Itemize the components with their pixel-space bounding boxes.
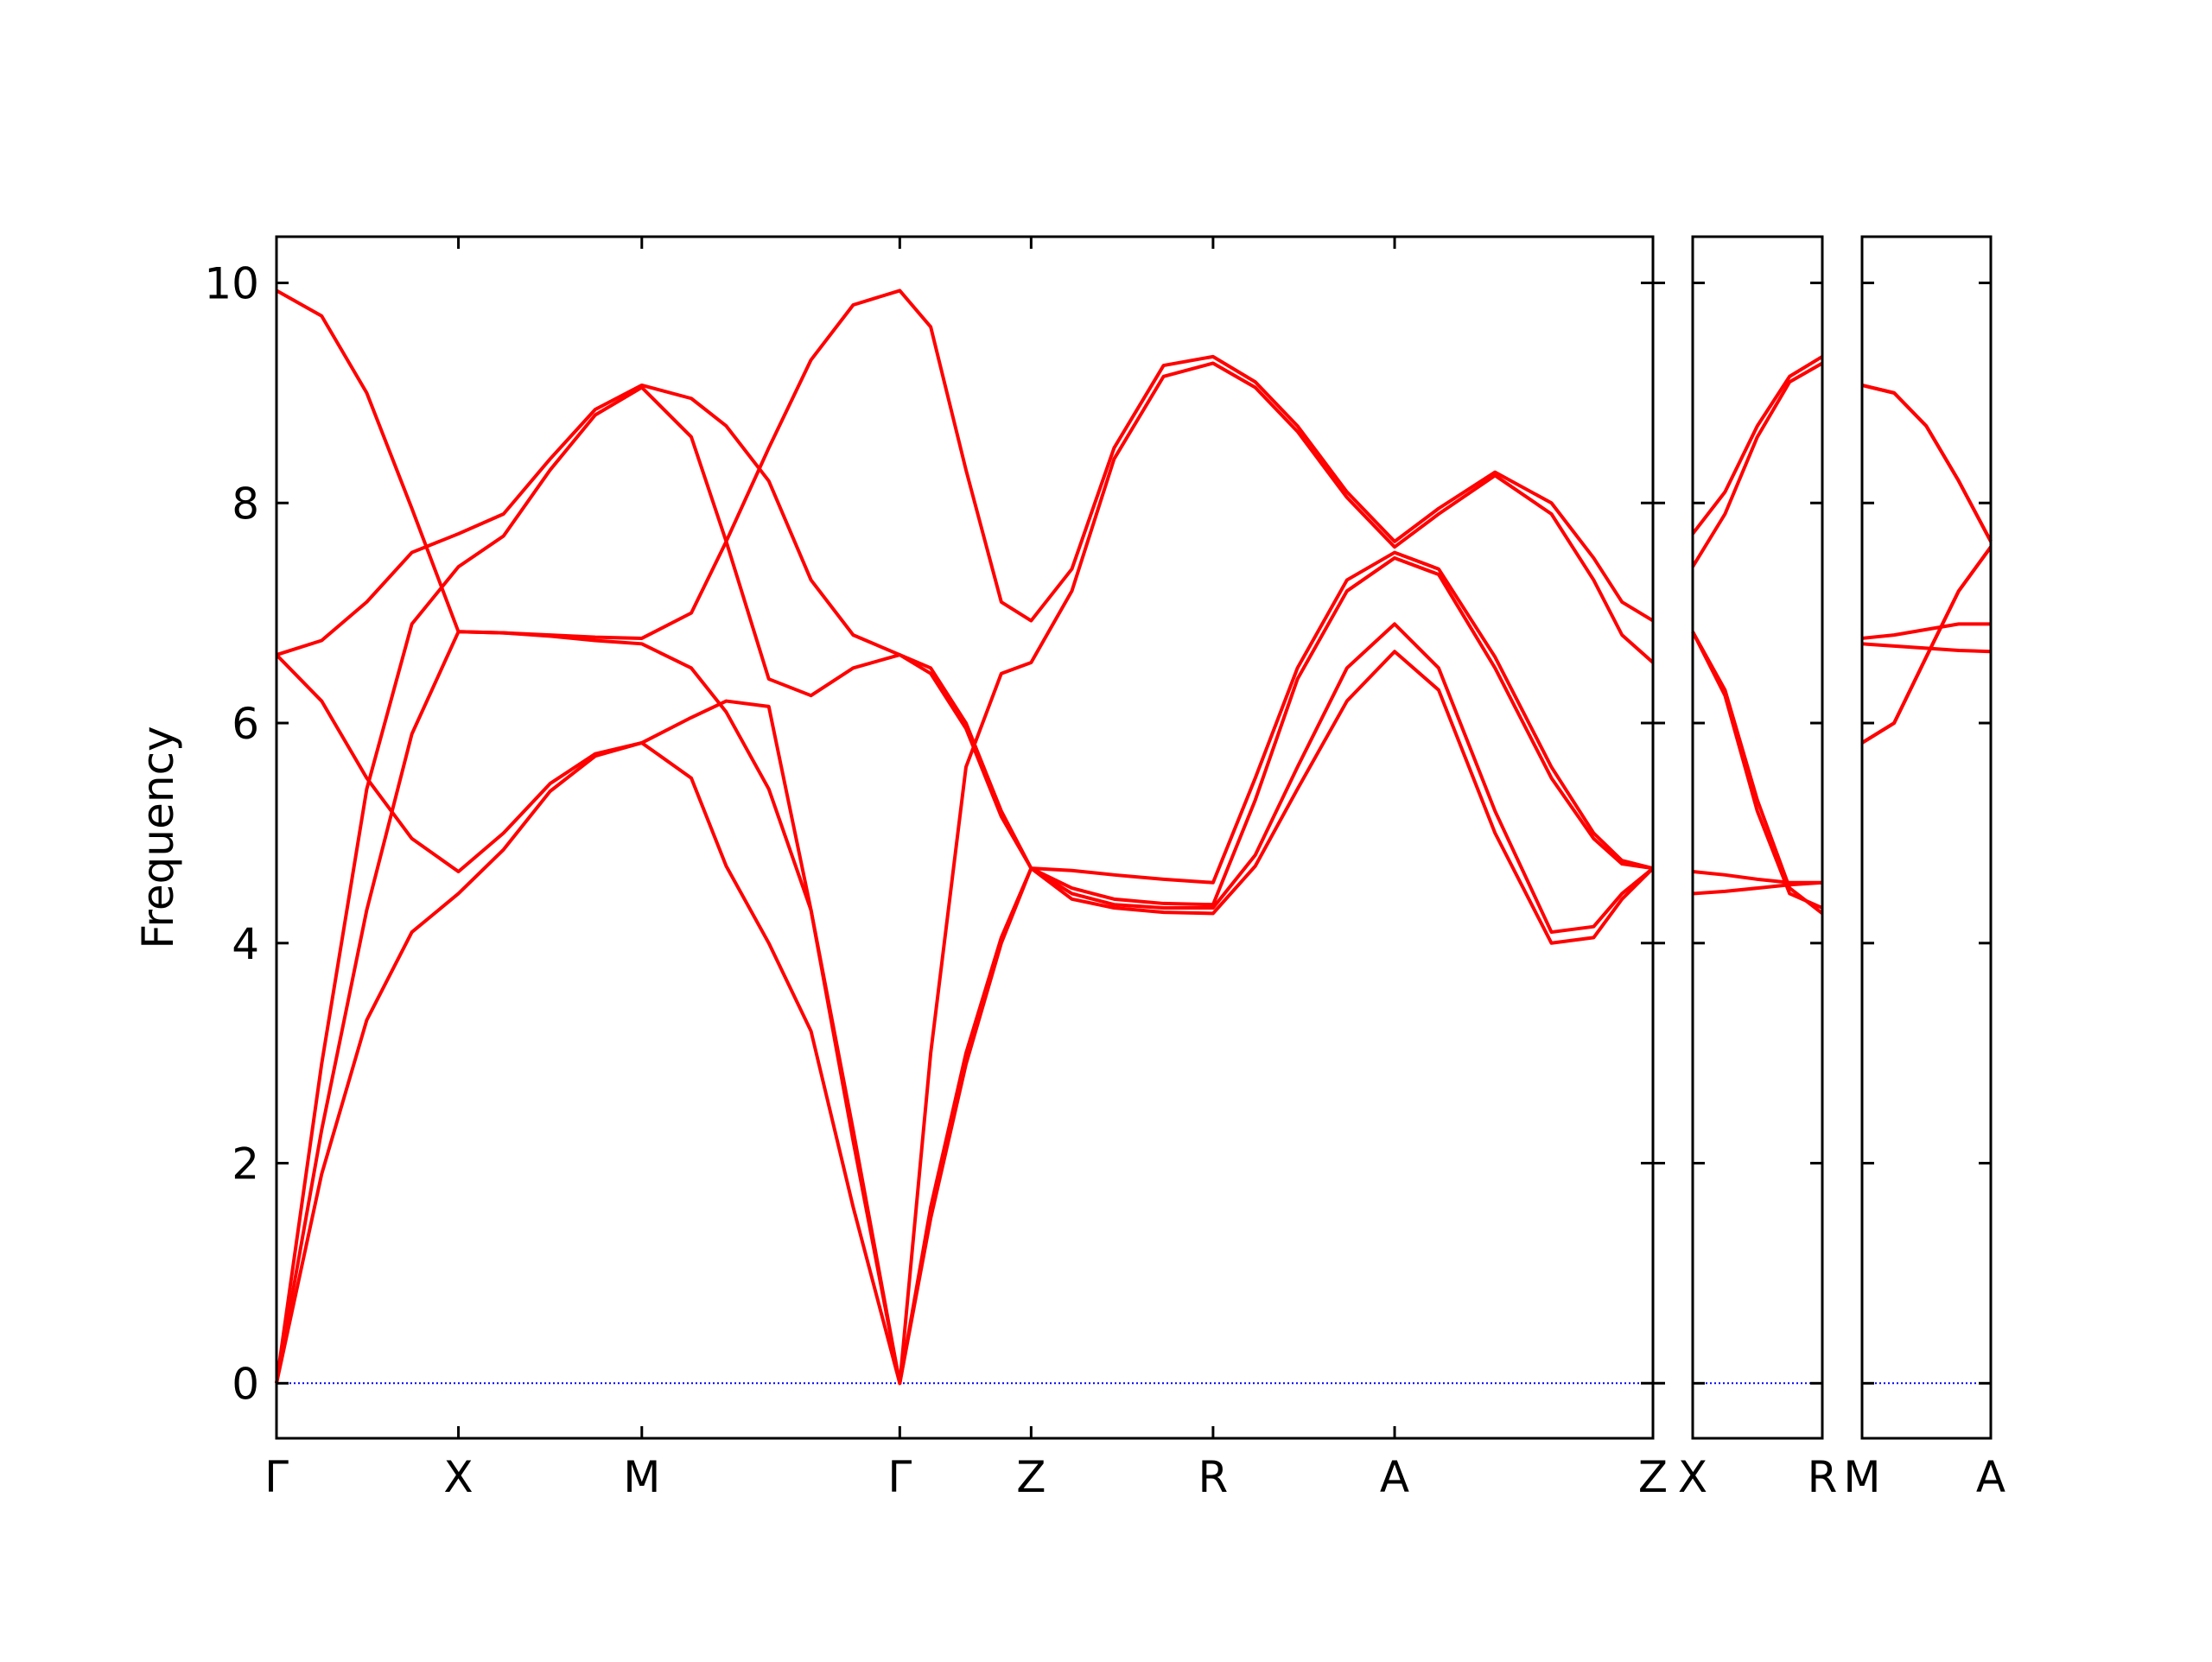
y-tick-label: 4 <box>232 919 259 969</box>
band-line <box>1691 631 1823 910</box>
x-tick-label: X <box>443 1452 473 1502</box>
band-line <box>275 361 1655 1386</box>
band-line <box>1692 870 1822 885</box>
y-tick-label: 6 <box>232 699 259 749</box>
x-tick-label: A <box>1976 1452 2005 1502</box>
y-axis-label: Frequency <box>133 726 183 948</box>
x-tick-label: R <box>1808 1452 1838 1502</box>
band-line <box>1861 622 1991 640</box>
x-tick-label: Z <box>1016 1452 1046 1502</box>
band-line <box>1861 642 1992 654</box>
band-line <box>275 650 1655 1386</box>
band-line <box>275 622 1655 1386</box>
band-line <box>1692 880 1823 896</box>
x-tick-label: M <box>623 1452 660 1502</box>
band-line <box>275 385 1654 1384</box>
plot-frame <box>275 235 1655 1440</box>
band-line <box>1861 384 1993 542</box>
x-tick-label: M <box>1843 1452 1880 1502</box>
plot-frame <box>1860 235 1993 1440</box>
x-tick-label: Γ <box>264 1452 289 1502</box>
band-line <box>1691 361 1823 568</box>
y-tick-label: 2 <box>232 1139 259 1189</box>
band-line <box>1691 631 1824 915</box>
x-tick-label: Γ <box>887 1452 912 1502</box>
x-tick-label: Z <box>1638 1452 1668 1502</box>
band-line <box>1861 384 1993 542</box>
band-line <box>1860 546 1993 745</box>
y-tick-label: 0 <box>232 1359 259 1409</box>
x-tick-label: X <box>1678 1452 1707 1502</box>
band-line <box>276 383 1654 885</box>
band-line <box>1691 355 1824 536</box>
y-tick-label: 10 <box>204 259 259 309</box>
y-tick-label: 8 <box>232 479 259 529</box>
x-tick-label: A <box>1380 1452 1409 1502</box>
plot-frame <box>1691 235 1824 1440</box>
x-tick-label: R <box>1198 1452 1229 1502</box>
